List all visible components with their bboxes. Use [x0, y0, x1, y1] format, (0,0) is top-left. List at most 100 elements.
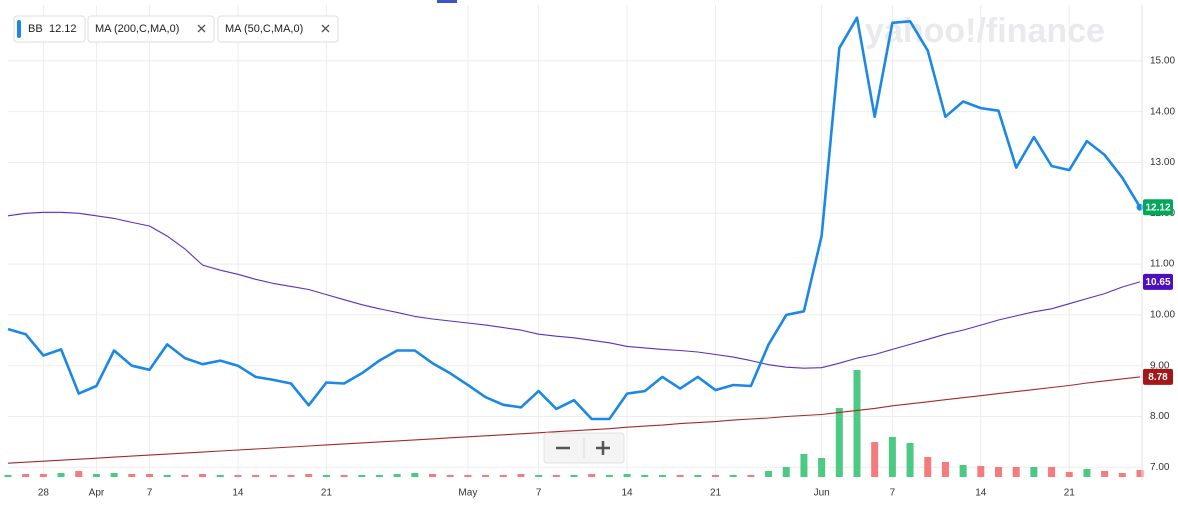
volume-bar — [411, 473, 419, 477]
volume-bar — [128, 474, 136, 477]
volume-bar — [623, 474, 631, 477]
grid — [8, 5, 1142, 480]
x-tick-label: 21 — [321, 488, 333, 499]
volume-bar — [252, 475, 260, 477]
volume-bar — [1065, 472, 1073, 477]
volume-bar — [1118, 473, 1126, 477]
volume-bar — [146, 474, 153, 477]
volume-bar — [959, 465, 967, 477]
volume-bar — [535, 475, 543, 477]
volume-bar — [287, 475, 295, 477]
price-badge — [1143, 273, 1173, 290]
volume-bar — [765, 471, 773, 477]
x-tick-label: 21 — [1064, 488, 1076, 499]
volume-bar — [658, 475, 666, 477]
volume-bar — [499, 475, 507, 477]
series-line — [7, 211, 1141, 369]
x-tick-label: 7 — [147, 488, 153, 499]
volume-bar — [782, 467, 790, 477]
volume-bar — [729, 475, 737, 477]
volume-bar — [446, 475, 454, 477]
volume-bar — [1030, 467, 1038, 477]
remove-icon[interactable] — [197, 24, 206, 33]
volume-bar — [393, 474, 401, 477]
ticks: 28 Apr 7 14 21 May 7 14 21 Jun 7 14 217.008.009.0010… — [38, 56, 1176, 499]
legend-label: MA (200,C,MA,0) — [95, 23, 179, 35]
volume-bar — [605, 475, 613, 477]
y-tick-label: 9.00 — [1150, 360, 1170, 371]
volume-bar — [269, 475, 277, 477]
x-tick-label: Apr — [89, 488, 105, 499]
volume-bar — [694, 475, 702, 477]
price-badge — [1143, 199, 1173, 216]
volume-bar — [517, 474, 525, 477]
volume-bar — [199, 474, 207, 477]
volume-bar — [429, 474, 436, 477]
volume-bar — [163, 475, 171, 477]
volume-bar — [375, 475, 383, 477]
x-tick-label: 14 — [232, 488, 244, 499]
x-tick-label: 14 — [975, 488, 987, 499]
x-tick-label: May — [458, 488, 477, 499]
badges: 10.65 8.78 12.12 — [1143, 199, 1173, 385]
series-line — [7, 16, 1142, 421]
price-badge-label: 12.12 — [1145, 202, 1170, 213]
volume-bar — [181, 475, 189, 477]
y-tick-label: 8.00 — [1150, 411, 1170, 422]
volume-bar — [464, 475, 472, 477]
volume-bar — [4, 475, 12, 477]
volume-bar — [57, 473, 65, 477]
volume-bar — [1048, 467, 1056, 477]
volume-bar — [871, 442, 879, 477]
price-badge — [1143, 368, 1173, 385]
volume-bar — [588, 474, 596, 477]
top-marker — [437, 0, 457, 3]
series-line — [7, 376, 1141, 464]
volume-bar — [906, 443, 914, 477]
legend-label: BB — [28, 23, 43, 35]
volume-bar — [234, 475, 242, 477]
zoom-controls — [543, 432, 625, 464]
volume-bar — [818, 458, 826, 477]
volume-bar — [22, 474, 30, 477]
price-badge-label: 8.78 — [1148, 372, 1168, 383]
volume-bar — [1101, 471, 1109, 477]
volume-bar — [358, 475, 366, 477]
volume-bar — [322, 475, 330, 477]
x-tick-label: 7 — [890, 488, 896, 499]
volume-bar — [92, 474, 100, 477]
volume-bar — [75, 471, 83, 477]
y-tick-label: 15.00 — [1150, 56, 1175, 67]
volume-bar — [482, 475, 490, 477]
volume-bar — [641, 475, 649, 477]
legend-item[interactable] — [217, 15, 339, 43]
legend-item[interactable] — [87, 15, 215, 43]
volume-bar — [924, 457, 932, 477]
legend: BB 12.12 MA (200,C,MA,0) MA (50,C,MA,0) — [13, 15, 339, 43]
y-tick-label: 13.00 — [1150, 157, 1175, 168]
y-tick-label: 10.00 — [1150, 310, 1175, 321]
volume-bar — [1012, 467, 1020, 477]
zoom-in[interactable] — [596, 441, 610, 455]
volume-bar — [570, 475, 578, 477]
x-tick-label: 21 — [710, 488, 722, 499]
y-tick-label: 11.00 — [1150, 259, 1175, 270]
volume-bar — [800, 454, 808, 477]
volume-bar — [676, 475, 684, 477]
volume-bar — [888, 437, 896, 477]
legend-item[interactable] — [13, 15, 86, 43]
legend-swatch — [17, 20, 21, 38]
x-tick-label: 28 — [38, 488, 50, 499]
x-tick-label: Jun — [814, 488, 830, 499]
volume-bar — [1083, 469, 1091, 477]
y-tick-label: 14.00 — [1150, 106, 1175, 117]
volume-bar — [747, 475, 755, 477]
x-tick-label: 7 — [536, 488, 542, 499]
legend-label: MA (50,C,MA,0) — [225, 23, 303, 35]
volume-bar — [340, 475, 348, 477]
remove-icon[interactable] — [321, 24, 330, 33]
volume-bar — [835, 408, 843, 477]
watermark: yahoo!/finance — [865, 12, 1105, 50]
volume-bar — [712, 475, 719, 477]
